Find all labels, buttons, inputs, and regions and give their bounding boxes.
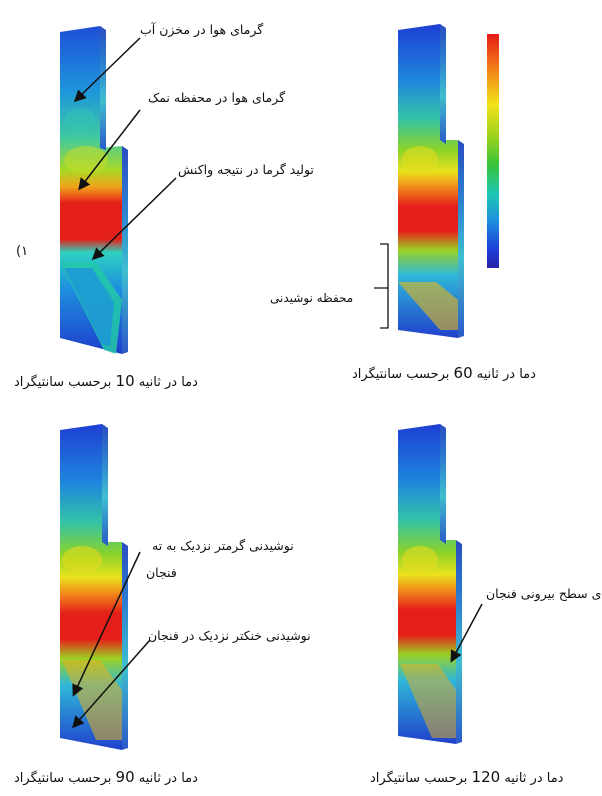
label-reaction-heat: تولید گرما در نتیجه واکنش	[178, 162, 314, 177]
panel-60s: محفظه نوشیدنی دما در ثانیه 60 برحسب سانت…	[270, 24, 536, 382]
caption-60s: دما در ثانیه 60 برحسب سانتیگراد	[352, 364, 536, 382]
temperature-map-60s	[398, 24, 464, 338]
label-cooler-drink-top: نوشیدنی خنکتر نزدیک در فنجان	[148, 628, 311, 643]
label-cup-1: فنجان	[146, 565, 177, 580]
label-air-heat-salt-chamber: گرمای هوا در محفظه نمک	[148, 90, 286, 105]
label-outer-surface-temp: دمای سطح بیرونی فنجان	[486, 586, 602, 601]
label-warmer-drink-bottom: نوشیدنی گرمتر نزدیک به ته	[152, 538, 294, 553]
caption-90s: دما در ثانیه 90 برحسب سانتیگراد	[14, 768, 198, 786]
temperature-map-10s	[60, 26, 128, 354]
figure-number: (۱	[16, 244, 29, 259]
caption-120s: دما در ثانیه 120 برحسب سانتیگراد	[370, 768, 564, 786]
panel-10s: گرمای هوا در مخزن آب گرمای هوا در محفظه …	[0, 0, 314, 400]
color-scale-bar	[487, 34, 499, 268]
caption-10s: دما در ثانیه 10 برحسب سانتیگراد	[14, 372, 198, 390]
label-air-heat-water-tank: گرمای هوا در مخزن آب	[140, 22, 264, 37]
label-drink-chamber: محفظه نوشیدنی	[270, 291, 354, 305]
